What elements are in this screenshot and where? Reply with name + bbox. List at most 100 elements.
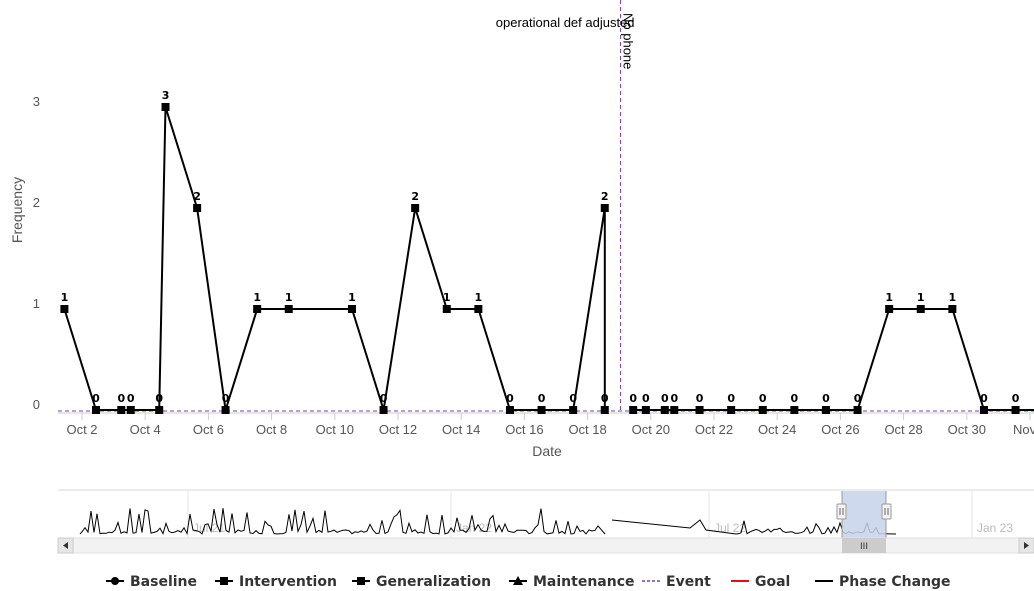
navigator-right-handle[interactable] (881, 503, 892, 520)
data-label: 0 (92, 392, 100, 405)
x-tick-label: Oct 4 (130, 422, 161, 437)
data-point[interactable] (727, 406, 736, 414)
data-point[interactable] (979, 406, 988, 414)
x-axis: Oct 2 Oct 4 Oct 6 Oct 8 Oct 10 Oct 12 Oct 14 Oc… (58, 412, 1034, 437)
legend-marker (111, 577, 119, 585)
data-label: 0 (380, 392, 388, 405)
data-label: 0 (222, 392, 230, 405)
data-label: 1 (885, 291, 893, 304)
data-point[interactable] (155, 406, 164, 414)
data-label: 0 (822, 392, 830, 405)
x-axis-title: Date (532, 443, 562, 459)
x-tick-label: Oct 26 (821, 422, 859, 437)
data-label: 0 (538, 392, 546, 405)
navigator-selection[interactable] (842, 491, 886, 538)
data-point[interactable] (253, 305, 262, 313)
legend-item-baseline[interactable]: Baseline (106, 574, 197, 590)
data-point[interactable] (505, 406, 514, 414)
x-tick-label: Oct 20 (632, 422, 670, 437)
arrow-right-icon (1024, 542, 1029, 549)
data-label: 0 (642, 392, 650, 405)
data-label: 2 (411, 190, 419, 203)
x-tick-label: Oct 30 (948, 422, 986, 437)
x-tick-label: Oct 14 (442, 422, 480, 437)
data-point[interactable] (600, 204, 609, 212)
data-point[interactable] (221, 406, 230, 414)
data-point[interactable] (117, 406, 126, 414)
event-label: No phone (621, 13, 636, 69)
data-label: 0 (127, 392, 135, 405)
legend-label: Intervention (239, 574, 337, 590)
x-tick-label: Oct 2 (66, 422, 97, 437)
data-label: 0 (569, 392, 577, 405)
data-point[interactable] (126, 406, 135, 414)
data-point[interactable] (660, 406, 669, 414)
legend-label: Maintenance (533, 574, 635, 590)
x-tick-label: Nov 1 (1013, 422, 1034, 437)
plot-area (60, 103, 1034, 414)
data-label: 1 (61, 291, 69, 304)
data-point[interactable] (442, 305, 451, 313)
legend-marker (220, 577, 228, 585)
data-point[interactable] (1011, 406, 1020, 414)
navigator-left-handle[interactable] (836, 503, 847, 520)
data-point[interactable] (948, 305, 957, 313)
navigator-scrollbar-track[interactable] (57, 537, 1034, 554)
legend-item-generalization[interactable]: Generalization (352, 574, 491, 590)
data-label: 0 (759, 392, 767, 405)
navigator[interactable]: Jul 21 Jan 22 Jul 22 Jan 23 III (57, 489, 1034, 554)
data-label: 0 (506, 392, 514, 405)
data-point[interactable] (790, 406, 799, 414)
y-tick-label: 3 (33, 94, 40, 109)
data-point[interactable] (537, 406, 546, 414)
series-line (633, 308, 1034, 411)
data-point[interactable] (916, 305, 925, 313)
data-point[interactable] (60, 305, 69, 313)
data-point[interactable] (193, 204, 202, 212)
data-point[interactable] (284, 305, 293, 313)
legend-label: Generalization (376, 574, 491, 590)
scroll-left-button[interactable] (57, 537, 74, 554)
legend-item-phase-change[interactable]: Phase Change (815, 574, 951, 590)
data-label: 0 (791, 392, 799, 405)
data-label: 1 (348, 291, 356, 304)
data-label: 0 (980, 392, 988, 405)
y-tick-label: 1 (33, 296, 40, 311)
data-point[interactable] (474, 305, 483, 313)
data-point[interactable] (411, 204, 420, 212)
data-label: 0 (601, 392, 609, 405)
y-tick-label: 0 (33, 397, 40, 412)
data-point[interactable] (629, 406, 638, 414)
data-label: 0 (629, 392, 637, 405)
data-point[interactable] (92, 406, 100, 414)
data-point[interactable] (569, 406, 578, 414)
navigator-tick-label: Jan 23 (977, 521, 1013, 535)
y-tick-label: 2 (33, 195, 40, 210)
data-point[interactable] (853, 406, 862, 414)
arrow-left-icon (63, 542, 68, 549)
x-tick-label: Oct 16 (505, 422, 543, 437)
scrollbar-grip: III (860, 542, 868, 552)
data-point[interactable] (347, 305, 356, 313)
legend-label: Goal (755, 574, 790, 590)
data-point[interactable] (758, 406, 767, 414)
legend-item-maintenance[interactable]: Maintenance (509, 574, 635, 590)
navigator-scrollbar-thumb[interactable] (842, 538, 886, 553)
legend-item-event[interactable]: Event (642, 574, 711, 590)
data-point[interactable] (641, 406, 650, 414)
x-tick-label: Oct 8 (256, 422, 287, 437)
x-tick-label: Oct 22 (695, 422, 733, 437)
data-point[interactable] (885, 305, 894, 313)
series-line (63, 106, 606, 411)
data-point[interactable] (821, 406, 830, 414)
data-point[interactable] (670, 406, 679, 414)
legend-item-goal[interactable]: Goal (731, 574, 790, 590)
data-label: 0 (661, 392, 669, 405)
legend-item-intervention[interactable]: Intervention (215, 574, 337, 590)
data-point[interactable] (379, 406, 388, 414)
scroll-right-button[interactable] (1018, 537, 1034, 554)
data-point[interactable] (695, 406, 704, 414)
data-point[interactable] (161, 103, 170, 111)
data-point[interactable] (600, 406, 609, 414)
x-tick-label: Oct 12 (379, 422, 417, 437)
